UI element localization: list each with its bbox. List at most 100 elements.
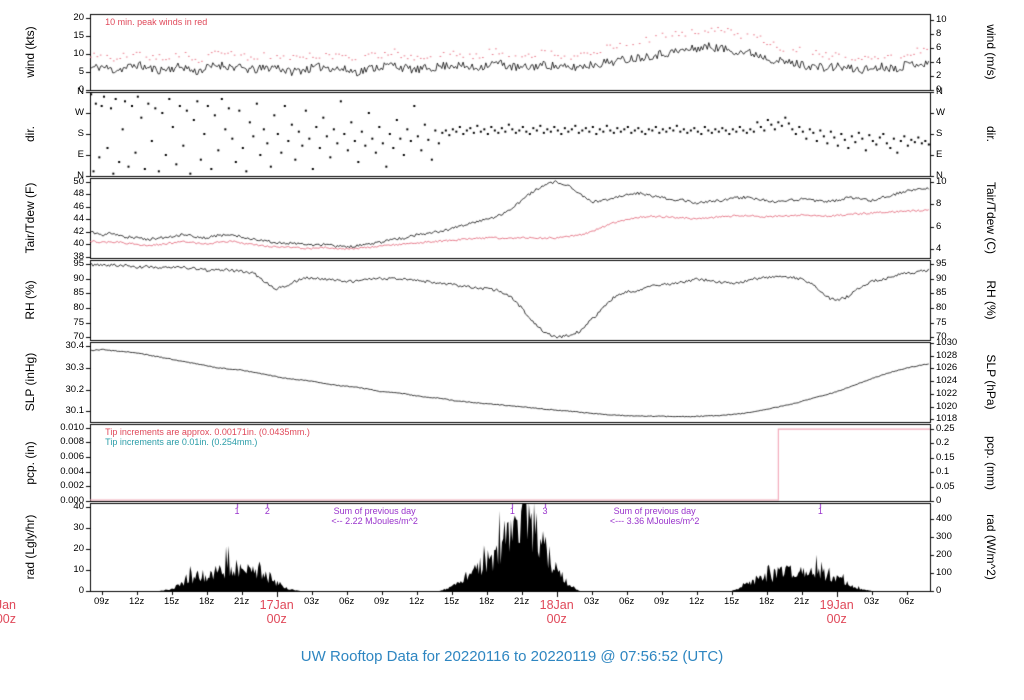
tip-count-label: 1 — [817, 506, 823, 516]
x-tick-label: 12z — [688, 596, 705, 607]
tip-count-label: 1 — [234, 506, 240, 516]
y-tick-label-rad: 300 — [936, 531, 952, 542]
y-tick-label-pcp: 0.25 — [936, 423, 955, 434]
annotation-wind-0: 10 min. peak winds in red — [105, 17, 208, 27]
y-tick-label-dir: W — [75, 107, 84, 118]
day-tick-label: 19Jan 00z — [819, 598, 854, 626]
y-tick-label-rh: 80 — [936, 302, 947, 313]
x-tick-label: 18z — [758, 596, 775, 607]
y-tick-label-rad: 40 — [73, 501, 84, 512]
tip-count-label: 1 — [509, 506, 515, 516]
y-tick-label-slp: 1026 — [936, 362, 958, 373]
y-tick-label-rh: 85 — [936, 287, 947, 298]
y-tick-label-rh: 75 — [936, 317, 947, 328]
y-tick-label-rh: 85 — [73, 287, 84, 298]
annotation-rad-1: Sum of previous day <--- 3.36 MJoules/m^… — [609, 506, 700, 526]
y-tick-label-pcp: 0.2 — [936, 437, 950, 448]
figure-title: UW Rooftop Data for 20220116 to 20220119… — [300, 648, 724, 665]
y-tick-label-pcp: 0 — [936, 495, 942, 506]
day-tick-label-clipped: 16Jan 00z — [0, 598, 16, 626]
annotation-pcp-1: Tip increments are 0.01in. (0.254mm.) — [105, 437, 258, 447]
y-tick-label-rad: 20 — [73, 543, 84, 554]
y-tick-label-rh: 90 — [936, 273, 947, 284]
x-tick-label: 03z — [583, 596, 600, 607]
y-tick-label-wind: 4 — [936, 56, 942, 67]
y-tick-label-tair: 40 — [73, 238, 84, 249]
axis-label-left-wind: wind (kts) — [23, 26, 37, 78]
y-tick-label-dir: S — [936, 128, 943, 139]
y-tick-label-slp: 1022 — [936, 388, 958, 399]
y-tick-label-dir: N — [936, 86, 943, 97]
day-tick-label: 17Jan 00z — [259, 598, 294, 626]
axis-label-right-dir: dir. — [984, 125, 998, 143]
x-tick-label: 21z — [233, 596, 250, 607]
x-tick-label: 09z — [653, 596, 670, 607]
y-tick-label-rad: 0 — [78, 585, 84, 596]
x-tick-label: 06z — [618, 596, 635, 607]
y-tick-label-wind: 10 — [936, 14, 947, 25]
tip-count-label: 3 — [542, 506, 548, 516]
x-tick-label: 15z — [443, 596, 460, 607]
x-tick-label: 06z — [338, 596, 355, 607]
y-tick-label-dir: S — [77, 128, 84, 139]
y-tick-label-pcp: 0.15 — [936, 452, 955, 463]
y-tick-label-tair: 46 — [73, 201, 84, 212]
y-tick-label-slp: 30.4 — [65, 340, 85, 351]
tip-count-label: 2 — [264, 506, 270, 516]
y-tick-label-dir: E — [936, 149, 943, 160]
axis-label-right-rh: RH (%) — [984, 280, 998, 320]
y-tick-label-slp: 1024 — [936, 375, 958, 386]
y-tick-label-wind: 6 — [936, 42, 942, 53]
y-tick-label-rh: 95 — [73, 258, 84, 269]
x-tick-label: 09z — [373, 596, 390, 607]
y-tick-label-tair: 38 — [73, 251, 84, 262]
y-tick-label-wind: 20 — [73, 12, 84, 23]
y-tick-label-pcp: 0.006 — [60, 451, 84, 462]
y-tick-label-rad: 30 — [73, 522, 84, 533]
x-tick-label: 15z — [723, 596, 740, 607]
axis-label-left-pcp: pcp. (in) — [23, 440, 37, 485]
y-tick-label-slp: 1020 — [936, 401, 958, 412]
y-tick-label-tair: 42 — [73, 226, 84, 237]
axis-label-right-tair: Tair/Tdew (C) — [984, 181, 998, 255]
y-tick-label-wind: 5 — [78, 66, 84, 77]
y-tick-label-pcp: 0.010 — [60, 422, 84, 433]
y-tick-label-wind: 2 — [936, 70, 942, 81]
y-tick-label-tair: 4 — [936, 243, 942, 254]
y-tick-label-rh: 90 — [73, 273, 84, 284]
y-tick-label-dir: N — [936, 170, 943, 181]
axis-label-right-slp: SLP (hPa) — [984, 354, 998, 410]
x-tick-label: 18z — [478, 596, 495, 607]
axis-label-right-wind: wind (m/s) — [984, 24, 998, 80]
y-tick-label-slp: 1028 — [936, 350, 958, 361]
y-tick-label-wind: 10 — [73, 48, 84, 59]
y-tick-label-tair: 50 — [73, 176, 84, 187]
y-tick-label-tair: 48 — [73, 188, 84, 199]
y-tick-label-slp: 1018 — [936, 413, 958, 424]
axis-label-left-rh: RH (%) — [23, 280, 37, 320]
y-tick-label-wind: 0 — [936, 84, 942, 95]
y-tick-label-rh: 70 — [936, 331, 947, 342]
x-tick-label: 18z — [198, 596, 215, 607]
y-tick-label-wind: 0 — [78, 84, 84, 95]
y-tick-label-dir: N — [77, 86, 84, 97]
annotation-rad-0: Sum of previous day <-- 2.22 MJoules/m^2 — [331, 506, 418, 526]
y-tick-label-slp: 30.1 — [65, 405, 85, 416]
axis-label-right-rad: rad (W/m^2) — [984, 514, 998, 580]
y-tick-label-dir: E — [77, 149, 84, 160]
axis-label-left-tair: Tair/Tdew (F) — [23, 182, 37, 254]
y-tick-label-slp: 30.3 — [65, 362, 85, 373]
y-tick-label-wind: 8 — [936, 28, 942, 39]
y-tick-label-rad: 10 — [73, 564, 84, 575]
y-tick-label-dir: W — [936, 107, 945, 118]
y-tick-label-wind: 15 — [73, 30, 84, 41]
x-tick-label: 03z — [863, 596, 880, 607]
y-tick-label-rh: 70 — [73, 331, 84, 342]
x-tick-label: 09z — [93, 596, 110, 607]
axis-label-left-dir: dir. — [23, 125, 37, 143]
y-tick-label-pcp: 0.000 — [60, 495, 84, 506]
x-tick-label: 15z — [163, 596, 180, 607]
